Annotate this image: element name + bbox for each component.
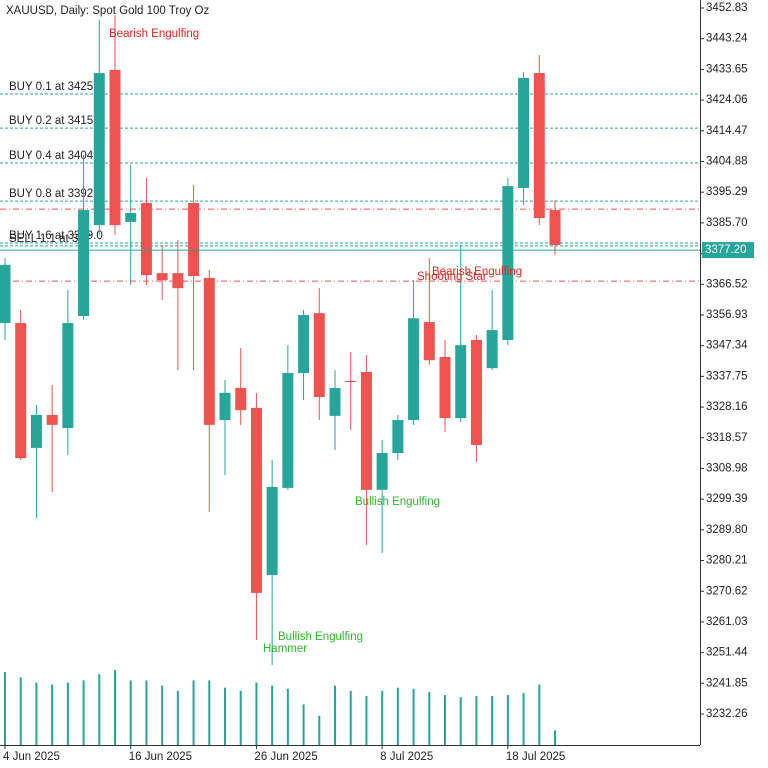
- candle-body: [298, 315, 310, 373]
- y-tick-label: 3251.44: [706, 647, 748, 659]
- candle-body: [188, 203, 200, 277]
- y-tick-label: 3318.57: [706, 432, 748, 444]
- y-tick-label: 3308.98: [706, 462, 748, 474]
- candle-body: [518, 77, 530, 188]
- y-tick-label: 3261.03: [706, 616, 748, 628]
- candle-body: [172, 273, 184, 289]
- candle-body: [408, 318, 420, 421]
- y-tick-label: 3414.47: [706, 125, 748, 137]
- order-label: SELL 1.1 at 337: [9, 233, 91, 245]
- candle-body: [376, 453, 388, 490]
- x-tick-label: 16 Jun 2025: [129, 751, 192, 763]
- candle-body: [93, 73, 105, 226]
- candle-body: [46, 414, 58, 425]
- y-tick-label: 3395.29: [706, 186, 748, 198]
- y-tick-label: 3404.88: [706, 156, 748, 168]
- candle-body: [360, 372, 372, 490]
- candle-body: [470, 340, 482, 446]
- candle-body: [549, 210, 561, 245]
- candle-body: [203, 277, 215, 425]
- y-tick-label: 3443.24: [706, 33, 748, 45]
- candle-body: [266, 486, 278, 575]
- y-tick-label: 3337.75: [706, 370, 748, 382]
- candle-body: [156, 273, 168, 281]
- y-tick-label: 3424.06: [706, 94, 748, 106]
- x-tick-label: 26 Jun 2025: [254, 751, 317, 763]
- candle-body: [125, 212, 137, 222]
- y-tick-label: 3433.65: [706, 63, 748, 75]
- x-tick-label: 18 Jul 2025: [506, 751, 565, 763]
- pattern-label: Bullish Engulfing: [278, 631, 363, 643]
- y-tick-label: 3347.34: [706, 340, 748, 352]
- order-label: BUY 0.4 at 3404.2: [9, 150, 103, 162]
- candle-body: [455, 345, 467, 419]
- x-tick-label: 8 Jul 2025: [380, 751, 433, 763]
- y-tick-label: 3366.52: [706, 278, 748, 290]
- pattern-label: Bearish Engulfing: [432, 266, 522, 278]
- pattern-label: Bullish Engulfing: [355, 496, 440, 508]
- pattern-label: Bearish Engulfing: [109, 28, 199, 40]
- y-tick-label: 3289.80: [706, 524, 748, 536]
- chart-title: XAUUSD, Daily: Spot Gold 100 Troy Oz: [6, 5, 209, 17]
- candle-body: [235, 388, 247, 411]
- candle-body: [78, 210, 90, 317]
- y-tick-label: 3356.93: [706, 309, 748, 321]
- y-tick-label: 3280.21: [706, 555, 748, 567]
- candle-body: [439, 356, 451, 419]
- candle-body: [0, 264, 11, 324]
- candle-body: [109, 69, 121, 226]
- y-tick-label: 3385.70: [706, 217, 748, 229]
- pattern-label: Shooting Star: [417, 271, 487, 283]
- y-tick-label: 3270.62: [706, 585, 748, 597]
- candle-body: [30, 414, 42, 448]
- y-tick-label: 3328.16: [706, 401, 748, 413]
- candle-body: [345, 380, 357, 382]
- y-tick-label: 3299.39: [706, 493, 748, 505]
- candle-body: [423, 322, 435, 361]
- order-label: BUY 0.1 at 3425.8: [9, 81, 103, 93]
- candle-body: [219, 392, 231, 421]
- y-tick-label: 3232.26: [706, 708, 748, 720]
- order-label: BUY 0.8 at 3392.1: [9, 188, 103, 200]
- candle-body: [313, 313, 325, 398]
- candle-body: [486, 330, 498, 369]
- candle-body: [15, 323, 27, 459]
- candle-body: [140, 203, 152, 276]
- x-tick-label: 4 Jun 2025: [3, 751, 60, 763]
- current-price-box: [702, 242, 754, 259]
- current-price-label: 3377.20: [705, 244, 747, 256]
- candle-body: [329, 388, 341, 416]
- y-tick-label: 3241.85: [706, 677, 748, 689]
- candle-body: [502, 186, 514, 341]
- candle-body: [62, 323, 74, 429]
- order-label: BUY 0.2 at 3415.2: [9, 115, 103, 127]
- y-tick-label: 3452.83: [706, 2, 748, 14]
- candle-body: [282, 372, 294, 488]
- candle-body: [392, 420, 404, 454]
- candle-body: [250, 407, 262, 593]
- pattern-label: Hammer: [263, 643, 307, 655]
- candle-body: [533, 73, 545, 219]
